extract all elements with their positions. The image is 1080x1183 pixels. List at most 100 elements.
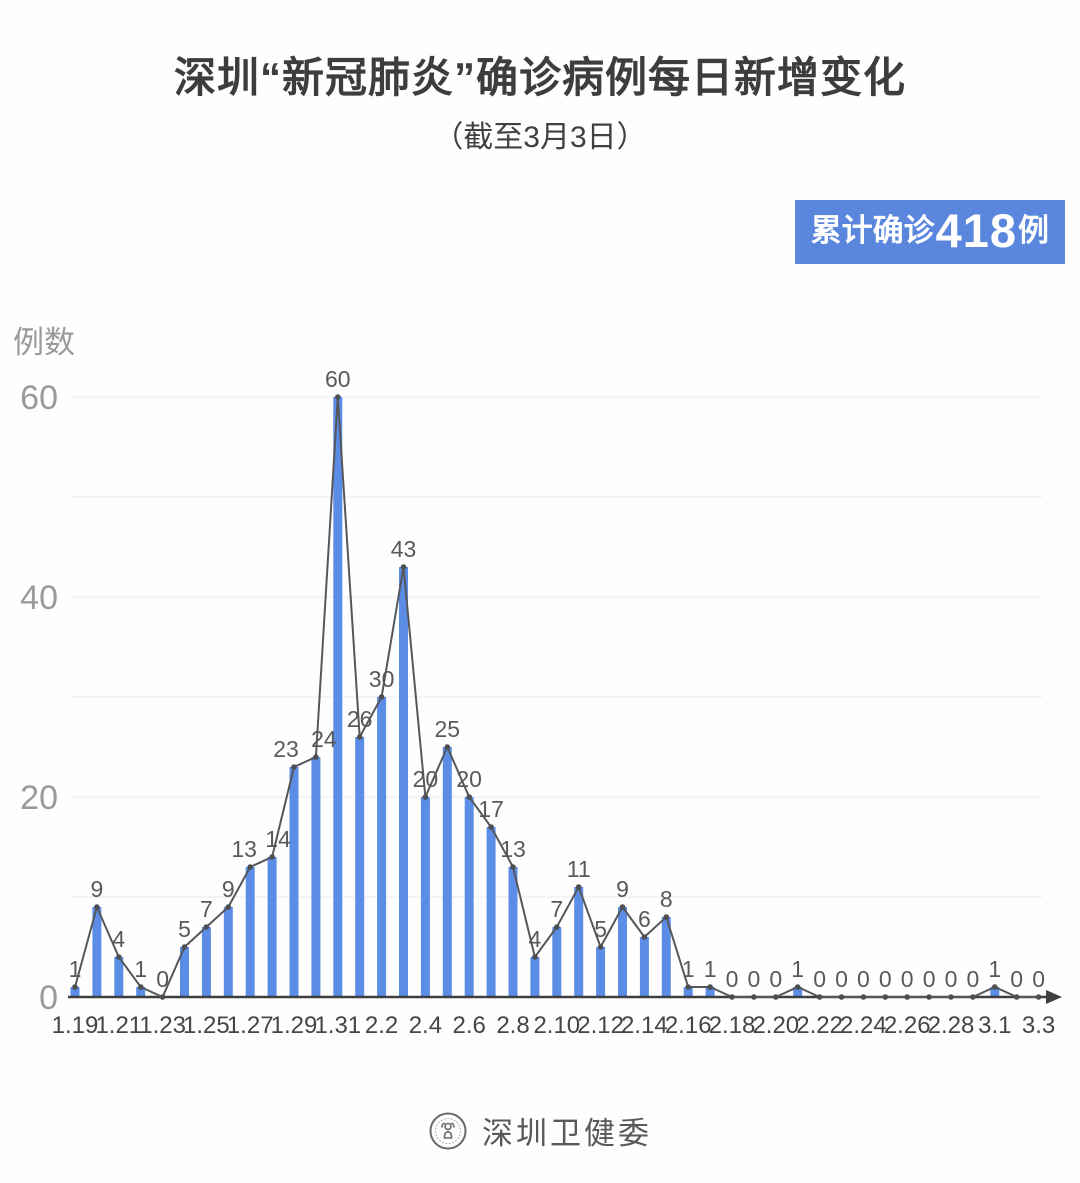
data-point [422, 794, 429, 800]
value-label: 1 [69, 956, 82, 982]
x-tick-label: 1.31 [314, 1012, 361, 1039]
data-point [488, 824, 494, 830]
value-label: 6 [638, 906, 651, 932]
value-label: 0 [857, 966, 870, 992]
y-axis-title: 例数 [13, 325, 75, 360]
data-point [904, 994, 910, 1000]
x-tick-label: 1.29 [271, 1012, 318, 1039]
value-label: 14 [265, 826, 291, 852]
x-axis-arrow [1046, 990, 1062, 1004]
value-label: 13 [500, 836, 526, 862]
x-tick-label: 2.18 [709, 1012, 756, 1039]
data-point [444, 744, 451, 750]
value-label: 5 [178, 916, 191, 942]
data-point [247, 864, 253, 870]
y-tick-label: 0 [39, 979, 58, 1017]
value-label: 25 [435, 716, 461, 742]
footer-org-name: 深圳卫健委 [482, 1116, 652, 1151]
x-tick-label: 1.19 [52, 1012, 99, 1039]
data-point [860, 994, 867, 1000]
x-tick-label: 2.6 [453, 1012, 486, 1039]
data-point [1013, 994, 1020, 1000]
data-point [575, 884, 582, 890]
value-label: 8 [660, 886, 673, 912]
value-label: 0 [1010, 966, 1023, 992]
data-point [685, 984, 691, 990]
value-label: 26 [347, 706, 373, 732]
bar [333, 397, 343, 997]
value-label: 0 [835, 966, 848, 992]
shenzhen-health-commission-logo-icon [429, 1112, 467, 1149]
data-point [378, 694, 385, 700]
x-tick-label: 2.2 [365, 1012, 398, 1039]
data-point [926, 994, 932, 1000]
bar [136, 987, 146, 997]
data-point [729, 994, 735, 1000]
value-label: 4 [112, 926, 125, 952]
value-label: 17 [478, 796, 504, 822]
value-label: 1 [682, 956, 695, 982]
bar [618, 907, 627, 997]
x-tick-label: 2.12 [577, 1012, 624, 1039]
x-tick-label: 2.24 [840, 1012, 887, 1039]
value-label: 0 [967, 966, 980, 992]
bar [355, 737, 365, 997]
bar [92, 907, 102, 997]
x-tick-label: 1.21 [95, 1012, 142, 1039]
x-tick-label: 2.8 [496, 1012, 529, 1039]
value-label: 0 [156, 966, 169, 992]
data-point [137, 984, 144, 990]
bar [114, 957, 124, 997]
x-tick-label: 2.20 [752, 1012, 799, 1039]
data-point [751, 994, 757, 1000]
x-tick-label: 2.4 [409, 1012, 442, 1039]
y-tick-label: 20 [20, 779, 58, 817]
data-point [707, 984, 713, 990]
bar [289, 767, 299, 997]
data-point [641, 934, 648, 940]
bar [530, 957, 540, 997]
data-point [466, 794, 473, 800]
data-point [773, 994, 779, 1000]
data-point [291, 764, 297, 770]
x-tick-label: 2.28 [928, 1012, 975, 1039]
data-point [816, 994, 823, 1000]
bar [639, 937, 649, 997]
value-label: 0 [769, 966, 782, 992]
bar [223, 907, 233, 997]
data-point [313, 754, 319, 760]
data-point [159, 994, 166, 1000]
y-tick-label: 60 [20, 379, 58, 417]
y-tick-label: 40 [20, 579, 58, 617]
data-point [116, 954, 122, 960]
data-point [597, 944, 604, 950]
data-point [619, 904, 626, 910]
value-label: 60 [325, 366, 351, 392]
value-label: 23 [273, 736, 299, 762]
value-label: 43 [391, 536, 417, 562]
value-label: 11 [567, 856, 591, 882]
bar [311, 757, 321, 997]
value-label: 7 [200, 896, 213, 922]
x-tick-label: 2.26 [884, 1012, 931, 1039]
data-point [882, 994, 889, 1000]
data-point [838, 994, 845, 1000]
value-label: 24 [311, 726, 337, 752]
value-label: 30 [369, 666, 395, 692]
x-tick-label: 2.10 [533, 1012, 580, 1039]
bar [245, 867, 255, 997]
badge-prefix: 累计确诊 [810, 212, 935, 248]
data-point [510, 864, 516, 870]
x-tick-label: 1.27 [227, 1012, 274, 1039]
value-label: 0 [879, 966, 892, 992]
value-label: 0 [1032, 966, 1045, 992]
badge-number: 418 [935, 204, 1017, 257]
data-point [794, 984, 801, 990]
data-point [970, 994, 976, 1000]
bar [180, 947, 189, 997]
badge-suffix: 例 [1018, 212, 1049, 248]
bar [486, 827, 496, 997]
data-point [225, 904, 232, 910]
data-point [532, 954, 538, 960]
